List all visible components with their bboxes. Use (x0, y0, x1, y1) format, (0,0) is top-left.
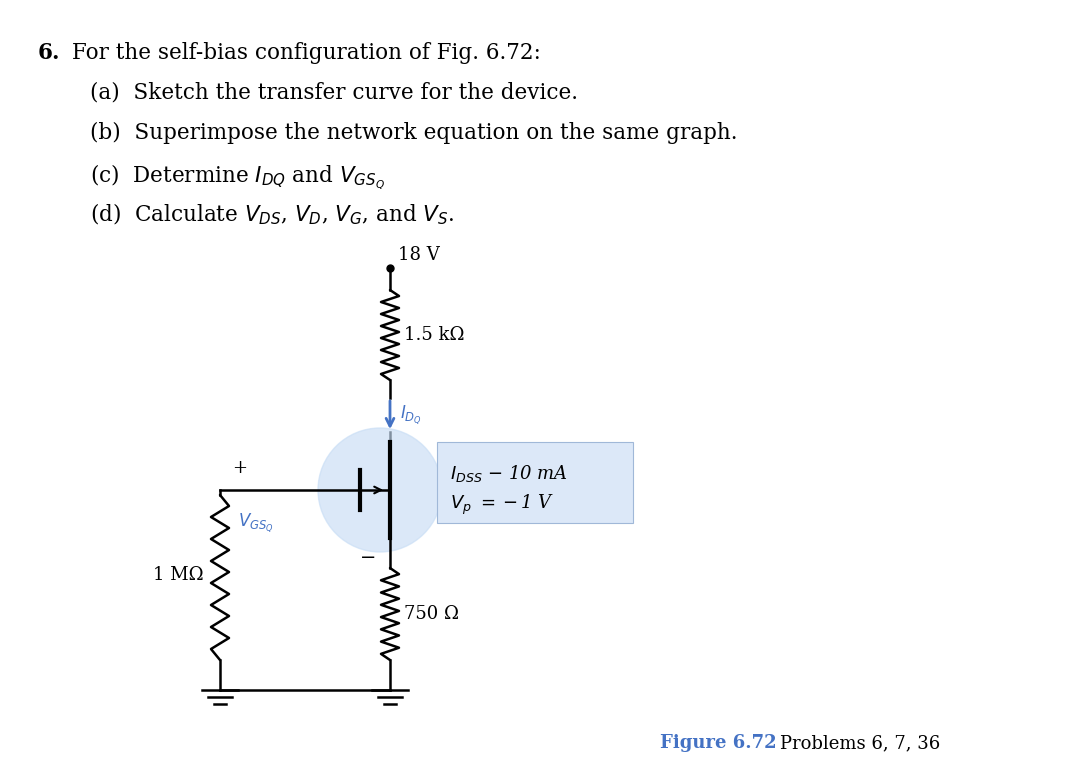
Text: (c)  Determine $I_{DQ}$ and $V_{GS_Q}$: (c) Determine $I_{DQ}$ and $V_{GS_Q}$ (90, 162, 385, 191)
Text: (b)  Superimpose the network equation on the same graph.: (b) Superimpose the network equation on … (90, 122, 738, 144)
Text: −: − (360, 549, 376, 567)
Text: For the self-bias configuration of Fig. 6.72:: For the self-bias configuration of Fig. … (72, 42, 541, 64)
Text: $I_{D_Q}$: $I_{D_Q}$ (400, 404, 422, 426)
Text: (d)  Calculate $V_{DS}$, $V_D$, $V_G$, and $V_S$.: (d) Calculate $V_{DS}$, $V_D$, $V_G$, an… (90, 202, 455, 228)
Text: Problems 6, 7, 36: Problems 6, 7, 36 (780, 734, 940, 752)
Circle shape (318, 428, 442, 552)
Text: $V_p$ $=-$1 V: $V_p$ $=-$1 V (450, 493, 555, 517)
Text: $V_{GS_Q}$: $V_{GS_Q}$ (238, 512, 274, 535)
Text: Figure 6.72: Figure 6.72 (660, 734, 777, 752)
Text: 6.: 6. (38, 42, 61, 64)
FancyBboxPatch shape (437, 442, 633, 523)
Text: 18 V: 18 V (398, 246, 440, 264)
Text: 750 Ω: 750 Ω (404, 605, 459, 623)
Text: $I_{DSS}$ $-$ 10 mA: $I_{DSS}$ $-$ 10 mA (450, 463, 568, 484)
Text: 1 MΩ: 1 MΩ (153, 566, 205, 584)
Text: (a)  Sketch the transfer curve for the device.: (a) Sketch the transfer curve for the de… (90, 82, 578, 104)
Text: 1.5 kΩ: 1.5 kΩ (404, 326, 465, 344)
Text: +: + (233, 459, 247, 477)
